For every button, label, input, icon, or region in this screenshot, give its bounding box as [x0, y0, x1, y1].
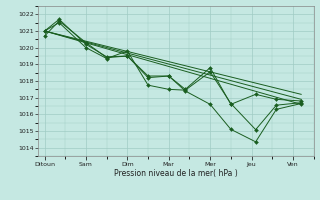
X-axis label: Pression niveau de la mer( hPa ): Pression niveau de la mer( hPa ) — [114, 169, 238, 178]
